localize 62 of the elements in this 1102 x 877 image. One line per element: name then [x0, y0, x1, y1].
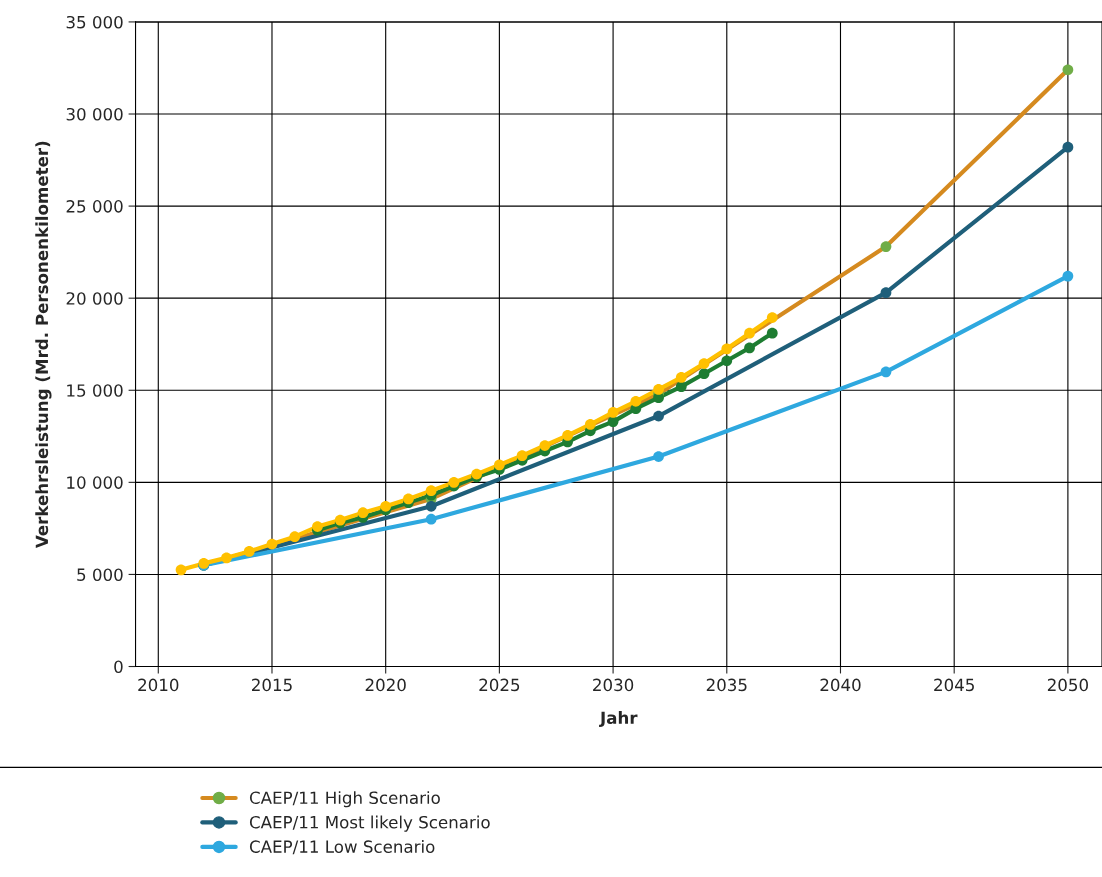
- point: [721, 343, 733, 355]
- point: [403, 493, 414, 505]
- y-axis-title: Verkehrsleistung (Mrd. Personenkilometer): [35, 141, 52, 549]
- legend-label: CAEP/11 High Scenario: [249, 791, 440, 808]
- point: [766, 327, 778, 339]
- point: [448, 476, 460, 488]
- y-tick-label: 35 000: [66, 15, 123, 29]
- point: [653, 451, 664, 462]
- point: [675, 371, 687, 383]
- point: [584, 418, 596, 430]
- x-tick-label: 2050: [1047, 678, 1088, 692]
- y-tick-label: 5 000: [77, 568, 123, 581]
- y-tick-label: 10 000: [67, 476, 123, 489]
- point: [698, 368, 710, 380]
- point: [175, 564, 187, 576]
- point: [539, 440, 551, 451]
- point: [1062, 141, 1074, 153]
- x-axis-title: Jahr: [599, 711, 638, 728]
- y-tick-label: 15 000: [67, 384, 123, 397]
- point: [653, 383, 664, 395]
- point: [698, 358, 710, 369]
- x-tick-label: 2045: [934, 678, 974, 692]
- point: [744, 342, 755, 354]
- point: [880, 366, 892, 378]
- point: [880, 287, 892, 299]
- point: [880, 241, 892, 252]
- point: [607, 416, 619, 427]
- point: [243, 546, 255, 557]
- point: [766, 312, 778, 323]
- x-tick-label: 2010: [138, 678, 179, 692]
- point: [425, 485, 437, 497]
- legend-label: CAEP/11 Low Scenario: [249, 840, 435, 855]
- point: [221, 552, 232, 564]
- x-tick-label: 2040: [820, 678, 861, 692]
- point: [607, 406, 619, 418]
- point: [266, 538, 278, 550]
- point: [425, 500, 437, 512]
- point: [630, 395, 642, 407]
- x-tick-label: 2015: [252, 678, 292, 692]
- point: [653, 410, 664, 422]
- point: [312, 521, 323, 532]
- point: [721, 355, 733, 367]
- x-tick-label: 2025: [479, 678, 520, 692]
- point: [289, 531, 301, 543]
- y-tick-label: 0: [114, 660, 123, 674]
- legend-label: CAEP/11 Most likely Scenario: [249, 815, 490, 832]
- point: [494, 459, 505, 471]
- x-tick-label: 2035: [706, 678, 747, 692]
- point: [1062, 64, 1074, 76]
- point: [516, 450, 528, 462]
- point: [744, 327, 755, 339]
- x-tick-label: 2020: [365, 678, 406, 692]
- point: [1062, 270, 1074, 282]
- point: [675, 381, 687, 392]
- point: [562, 430, 573, 441]
- point: [380, 500, 392, 512]
- y-tick-label: 30 000: [66, 107, 123, 121]
- x-tick-label: 2030: [593, 678, 634, 692]
- point: [425, 513, 437, 525]
- y-tick-label: 25 000: [66, 200, 123, 213]
- y-tick-label: 20 000: [66, 292, 123, 305]
- point: [357, 507, 369, 519]
